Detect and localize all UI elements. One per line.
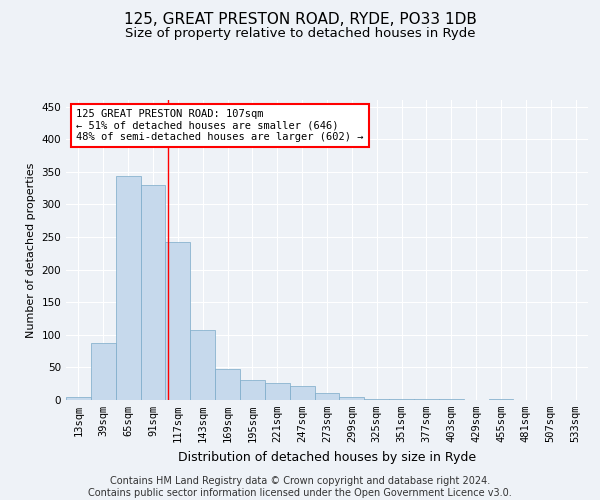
Bar [265,383,290,400]
Bar [91,342,116,400]
Text: 125, GREAT PRESTON ROAD, RYDE, PO33 1DB: 125, GREAT PRESTON ROAD, RYDE, PO33 1DB [124,12,476,28]
Text: Size of property relative to detached houses in Ryde: Size of property relative to detached ho… [125,28,475,40]
Bar [215,370,240,400]
Bar [290,386,314,400]
Bar [364,398,389,400]
Y-axis label: Number of detached properties: Number of detached properties [26,162,36,338]
Bar [66,396,91,400]
Bar [340,398,364,400]
Text: 125 GREAT PRESTON ROAD: 107sqm
← 51% of detached houses are smaller (646)
48% of: 125 GREAT PRESTON ROAD: 107sqm ← 51% of … [76,109,364,142]
Bar [190,330,215,400]
Bar [389,398,414,400]
X-axis label: Distribution of detached houses by size in Ryde: Distribution of detached houses by size … [178,450,476,464]
Text: Contains HM Land Registry data © Crown copyright and database right 2024.
Contai: Contains HM Land Registry data © Crown c… [88,476,512,498]
Bar [414,398,439,400]
Bar [314,394,340,400]
Bar [240,380,265,400]
Bar [116,176,140,400]
Bar [140,185,166,400]
Bar [166,242,190,400]
